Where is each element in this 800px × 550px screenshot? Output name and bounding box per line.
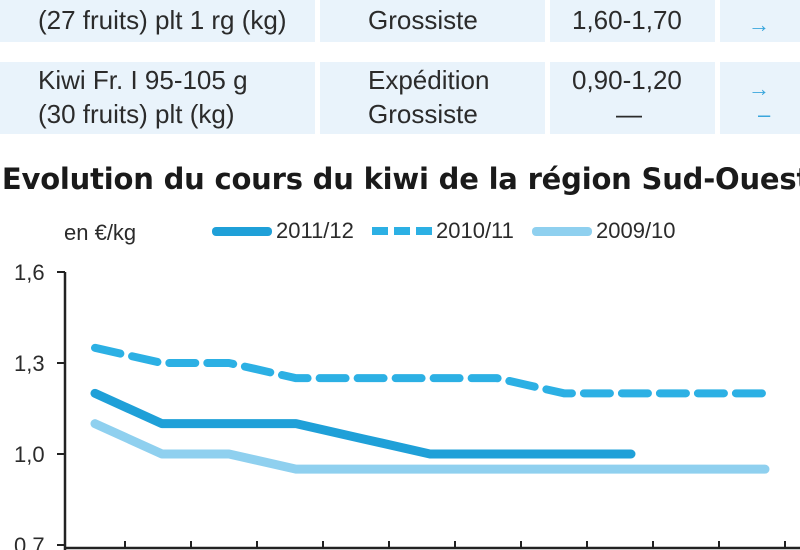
legend-label: 2009/10 (596, 218, 676, 243)
table-row (720, 0, 800, 42)
table-row (550, 62, 715, 134)
table-row (0, 62, 315, 134)
product-cell: (27 fruits) plt 1 rg (kg) (38, 5, 287, 35)
legend-label: 2011/12 (276, 218, 354, 243)
table-row (550, 0, 715, 42)
table-row (320, 0, 545, 42)
price-cell: 0,90-1,20 (572, 65, 682, 95)
legend-entry-2010-11: 2010/11 (372, 218, 514, 244)
y-tick-label: 0,7 (14, 533, 45, 550)
stage-cell: Expédition (368, 65, 490, 95)
price-table: (27 fruits) plt 1 rg (kg) Grossiste 1,60… (0, 0, 800, 155)
table-row (0, 0, 315, 42)
table-row (320, 62, 545, 134)
trend-arrow-icon: → (748, 76, 770, 101)
stage-cell: Grossiste (368, 5, 478, 35)
legend-swatch-light (532, 226, 592, 236)
product-cell: Kiwi Fr. I 95-105 g (38, 65, 248, 95)
trend-arrow-icon: → (748, 12, 770, 37)
y-tick-label: 1,3 (14, 351, 45, 376)
legend-label: 2010/11 (436, 218, 514, 243)
series-line-2010-11 (91, 343, 769, 398)
trend-flat-icon: – (758, 102, 771, 127)
chart-title: Evolution du cours du kiwi de la région … (1, 162, 800, 196)
product-cell: (30 fruits) plt (kg) (38, 99, 235, 129)
table-row (720, 62, 800, 134)
price-cell: 1,60-1,70 (572, 5, 682, 35)
series-line-2009-10 (90, 419, 770, 474)
price-cell: — (616, 99, 642, 129)
series-line-2011-12 (90, 388, 636, 459)
legend-swatch-dashed (372, 227, 432, 235)
legend-entry-2011-12: 2011/12 (212, 218, 354, 244)
y-axis-unit-label: en €/kg (64, 220, 137, 245)
legend-entry-2009-10: 2009/10 (532, 218, 676, 244)
y-tick-label: 1,0 (14, 442, 45, 467)
stage-cell: Grossiste (368, 99, 478, 129)
y-tick-label: 1,6 (14, 260, 45, 285)
legend-swatch-solid (212, 226, 272, 236)
